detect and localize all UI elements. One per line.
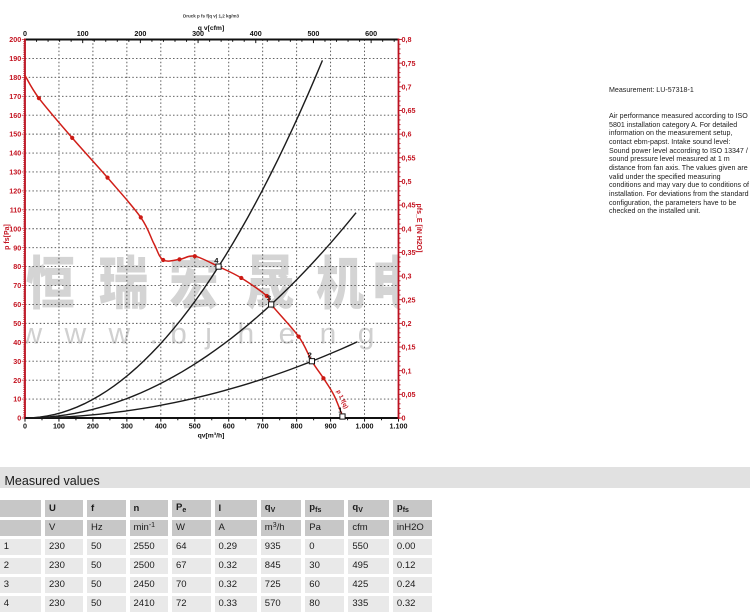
svg-text:n: n: [320, 318, 337, 351]
svg-text:160: 160: [9, 111, 21, 120]
svg-text:e: e: [279, 318, 296, 351]
svg-text:400: 400: [250, 29, 262, 38]
svg-text:0: 0: [23, 29, 27, 38]
svg-text:60: 60: [13, 300, 21, 309]
svg-text:200: 200: [134, 29, 146, 38]
svg-text:900: 900: [325, 421, 337, 430]
svg-text:400: 400: [155, 421, 167, 430]
svg-text:w: w: [64, 318, 87, 351]
svg-text:140: 140: [9, 149, 21, 158]
svg-text:0,35: 0,35: [402, 248, 416, 257]
svg-text:100: 100: [9, 224, 21, 233]
svg-text:700: 700: [257, 421, 269, 430]
svg-text:q v[cfm]: q v[cfm]: [198, 25, 224, 32]
svg-text:50: 50: [13, 319, 21, 328]
svg-text:0,1: 0,1: [402, 366, 412, 375]
svg-text:170: 170: [9, 92, 21, 101]
svg-text:1.100: 1.100: [390, 421, 408, 430]
svg-text:0,05: 0,05: [402, 390, 416, 399]
svg-text:30: 30: [13, 357, 21, 366]
svg-text:p fs[Pa]: p fs[Pa]: [4, 224, 11, 250]
svg-text:120: 120: [9, 187, 21, 196]
svg-text:0,55: 0,55: [402, 153, 416, 162]
svg-text:90: 90: [13, 243, 21, 252]
svg-text:500: 500: [307, 29, 319, 38]
svg-text:300: 300: [121, 421, 133, 430]
svg-text:500: 500: [189, 421, 201, 430]
svg-text:pfs_E [iN H2O]: pfs_E [iN H2O]: [415, 203, 422, 252]
svg-text:0,8: 0,8: [402, 35, 412, 44]
svg-text:w: w: [20, 318, 43, 351]
svg-text:190: 190: [9, 54, 21, 63]
svg-text:40: 40: [13, 338, 21, 347]
svg-text:0,3: 0,3: [402, 272, 412, 281]
svg-text:70: 70: [13, 281, 21, 290]
svg-text:10: 10: [13, 395, 21, 404]
svg-text:j: j: [204, 318, 212, 351]
svg-text:110: 110: [10, 205, 22, 214]
svg-text:0,7: 0,7: [402, 82, 412, 91]
svg-text:4: 4: [214, 256, 219, 265]
svg-text:w: w: [108, 318, 131, 351]
svg-text:0,2: 0,2: [402, 319, 412, 328]
svg-text:800: 800: [291, 421, 303, 430]
svg-text:130: 130: [9, 168, 21, 177]
svg-text:h: h: [238, 318, 255, 351]
svg-text:100: 100: [53, 421, 65, 430]
svg-text:0,5: 0,5: [402, 177, 412, 186]
svg-text:100: 100: [77, 29, 89, 38]
svg-text:g: g: [358, 318, 375, 351]
svg-text:0,4: 0,4: [402, 224, 412, 233]
svg-text:0,45: 0,45: [402, 201, 416, 210]
svg-text:200: 200: [87, 421, 99, 430]
svg-text:600: 600: [223, 421, 235, 430]
svg-text:.: .: [150, 318, 158, 351]
svg-text:600: 600: [365, 29, 377, 38]
svg-text:1.000: 1.000: [356, 421, 374, 430]
svg-text:0,75: 0,75: [402, 59, 416, 68]
svg-text:Druck p fs f(q v) 1,2 kg/m3: Druck p fs f(q v) 1,2 kg/m3: [183, 14, 240, 19]
svg-text:qv[m³/h]: qv[m³/h]: [198, 433, 225, 440]
svg-text:180: 180: [9, 73, 21, 82]
svg-text:0,15: 0,15: [402, 343, 416, 352]
svg-text:80: 80: [13, 262, 21, 271]
svg-text:0: 0: [17, 414, 21, 423]
svg-text:0,65: 0,65: [402, 106, 416, 115]
svg-text:0,25: 0,25: [402, 295, 416, 304]
svg-text:2: 2: [308, 350, 312, 359]
svg-text:20: 20: [13, 376, 21, 385]
svg-text:3: 3: [267, 294, 271, 303]
svg-text:300: 300: [192, 29, 204, 38]
svg-text:1: 1: [338, 406, 343, 415]
svg-text:200: 200: [9, 35, 21, 44]
svg-text:0: 0: [402, 414, 406, 423]
svg-text:150: 150: [9, 130, 21, 139]
svg-text:0: 0: [23, 421, 27, 430]
svg-text:0,6: 0,6: [402, 130, 412, 139]
